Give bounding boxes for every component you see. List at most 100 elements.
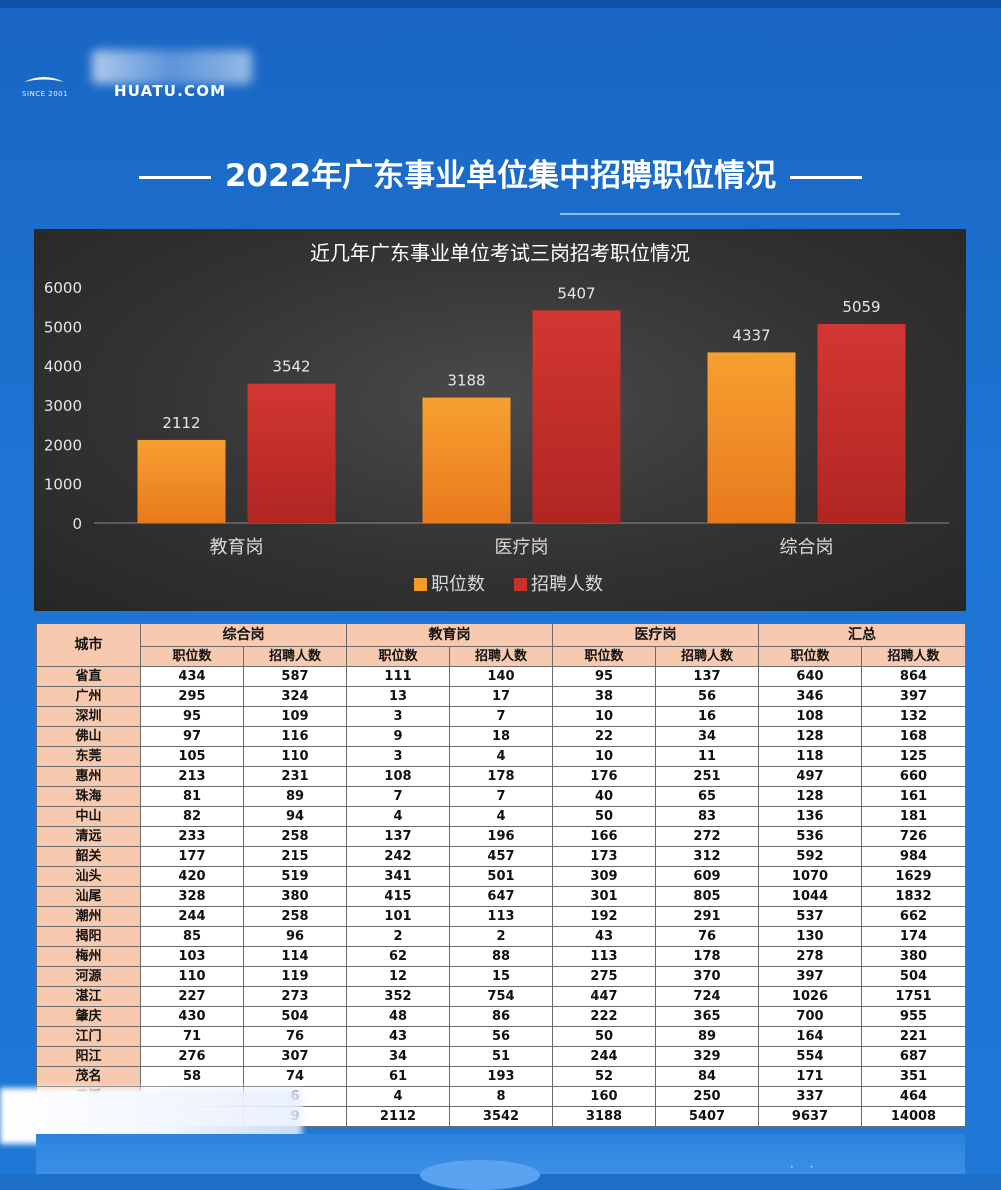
table-cell-value: 309 bbox=[552, 866, 656, 887]
table-cell-value: 420 bbox=[140, 866, 244, 887]
table-cell-city: 汕尾 bbox=[36, 886, 141, 907]
x-tick-label: 教育岗 bbox=[210, 537, 264, 558]
table-cell-value: 174 bbox=[861, 926, 966, 947]
table-cell-value: 275 bbox=[552, 966, 656, 987]
table-cell-value: 17 bbox=[449, 686, 553, 707]
table-cell-value: 164 bbox=[758, 1026, 862, 1047]
table-cell-value: 132 bbox=[861, 706, 966, 727]
table-cell-value: 5407 bbox=[655, 1106, 759, 1127]
table-cell-value: 244 bbox=[552, 1046, 656, 1067]
table-cell-value: 118 bbox=[758, 746, 862, 767]
table-cell-value: 50 bbox=[552, 1026, 656, 1047]
table-cell-value: 341 bbox=[346, 866, 450, 887]
table-cell-city: 江门 bbox=[36, 1026, 141, 1047]
page-title: 2022年广东事业单位集中招聘职位情况 bbox=[224, 158, 777, 194]
table-cell-city: 阳江 bbox=[36, 1046, 141, 1067]
logo: SINCE 2001 HUATU.COM bbox=[22, 48, 262, 108]
table-cell-city: 清远 bbox=[36, 826, 141, 847]
sub-header-positions: 职位数 bbox=[346, 646, 450, 667]
table-cell-city: 珠海 bbox=[36, 786, 141, 807]
data-label: 4337 bbox=[732, 326, 770, 344]
table-cell-value: 7 bbox=[346, 786, 450, 807]
table-cell-value: 48 bbox=[346, 1006, 450, 1027]
table-cell-value: 108 bbox=[346, 766, 450, 787]
table-cell-city: 惠州 bbox=[36, 766, 141, 787]
chart-title: 近几年广东事业单位考试三岗招考职位情况 bbox=[310, 241, 690, 265]
table-cell-value: 108 bbox=[758, 706, 862, 727]
table-cell-value: 397 bbox=[861, 686, 966, 707]
table-cell-value: 81 bbox=[140, 786, 244, 807]
table-cell-value: 96 bbox=[243, 926, 347, 947]
table-cell-value: 660 bbox=[861, 766, 966, 787]
group-header-medical: 医疗岗 bbox=[552, 623, 759, 647]
top-strip bbox=[0, 0, 1001, 8]
table-cell-value: 166 bbox=[552, 826, 656, 847]
table-cell-value: 84 bbox=[655, 1066, 759, 1087]
y-tick-label: 6000 bbox=[44, 279, 82, 297]
table-cell-value: 137 bbox=[655, 666, 759, 687]
table-row: 清远 233 258 137 196 166 272 536 726 bbox=[36, 826, 966, 847]
table-cell-city: 梅州 bbox=[36, 946, 141, 967]
table-cell-value: 9 bbox=[346, 726, 450, 747]
table-cell-value: 16 bbox=[655, 706, 759, 727]
table-cell-value: 110 bbox=[243, 746, 347, 767]
table-row: 揭阳 85 96 2 2 43 76 130 174 bbox=[36, 926, 966, 947]
legend-swatch-hires bbox=[514, 578, 527, 591]
table-cell-value: 370 bbox=[655, 966, 759, 987]
sub-header-hires: 招聘人数 bbox=[655, 646, 759, 667]
table-cell-value: 464 bbox=[861, 1086, 966, 1107]
table-cell-city: 省直 bbox=[36, 666, 141, 687]
bar-hires bbox=[532, 310, 621, 523]
table-cell-value: 312 bbox=[655, 846, 759, 867]
table-cell-value: 700 bbox=[758, 1006, 862, 1027]
table-cell-value: 278 bbox=[758, 946, 862, 967]
table-cell-value: 337 bbox=[758, 1086, 862, 1107]
table-cell-value: 95 bbox=[140, 706, 244, 727]
table-cell-value: 397 bbox=[758, 966, 862, 987]
table-row: 汕头 420 519 341 501 309 609 1070 1629 bbox=[36, 866, 966, 887]
table-cell-value: 83 bbox=[655, 806, 759, 827]
table-cell-value: 50 bbox=[552, 806, 656, 827]
table-row: 深圳 95 109 3 7 10 16 108 132 bbox=[36, 706, 966, 727]
legend-swatch-positions bbox=[414, 578, 427, 591]
data-label: 3542 bbox=[272, 358, 310, 376]
page-title-row: 2022年广东事业单位集中招聘职位情况 bbox=[0, 150, 1001, 195]
table-cell-value: 7 bbox=[449, 786, 553, 807]
table-cell-value: 754 bbox=[449, 986, 553, 1007]
sub-header-hires: 招聘人数 bbox=[861, 646, 966, 667]
table-cell-city: 茂名 bbox=[36, 1066, 141, 1087]
table-row: 东莞 105 110 3 4 10 11 118 125 bbox=[36, 746, 966, 767]
data-label: 5407 bbox=[557, 284, 595, 302]
table-cell-value: 130 bbox=[758, 926, 862, 947]
table-cell-value: 536 bbox=[758, 826, 862, 847]
table-cell-value: 34 bbox=[655, 726, 759, 747]
sub-header-hires: 招聘人数 bbox=[449, 646, 553, 667]
table-cell-value: 519 bbox=[243, 866, 347, 887]
table-cell-value: 329 bbox=[655, 1046, 759, 1067]
table-cell-value: 116 bbox=[243, 726, 347, 747]
table-row: 茂名 58 74 61 193 52 84 171 351 bbox=[36, 1066, 966, 1087]
table-cell-value: 171 bbox=[758, 1066, 862, 1087]
table-cell-value: 61 bbox=[346, 1066, 450, 1087]
bar-positions bbox=[707, 352, 796, 523]
logo-since: SINCE 2001 bbox=[22, 90, 69, 98]
table-cell-value: 94 bbox=[243, 806, 347, 827]
table-row: 惠州 213 231 108 178 176 251 497 660 bbox=[36, 766, 966, 787]
table-cell-value: 250 bbox=[655, 1086, 759, 1107]
table-cell-value: 242 bbox=[346, 846, 450, 867]
table-cell-value: 609 bbox=[655, 866, 759, 887]
table-cell-value: 726 bbox=[861, 826, 966, 847]
table-cell-value: 213 bbox=[140, 766, 244, 787]
table-cell-value: 3 bbox=[346, 746, 450, 767]
city-header: 城市 bbox=[36, 623, 141, 667]
table-cell-value: 22 bbox=[552, 726, 656, 747]
table-cell-value: 2 bbox=[346, 926, 450, 947]
table-cell-value: 251 bbox=[655, 766, 759, 787]
table-cell-value: 328 bbox=[140, 886, 244, 907]
table-row: 省直 434 587 111 140 95 137 640 864 bbox=[36, 666, 966, 687]
table-cell-value: 587 bbox=[243, 666, 347, 687]
table-cell-value: 647 bbox=[449, 886, 553, 907]
table-cell-value: 276 bbox=[140, 1046, 244, 1067]
table-cell-value: 176 bbox=[552, 766, 656, 787]
table-row: 阳江 276 307 34 51 244 329 554 687 bbox=[36, 1046, 966, 1067]
